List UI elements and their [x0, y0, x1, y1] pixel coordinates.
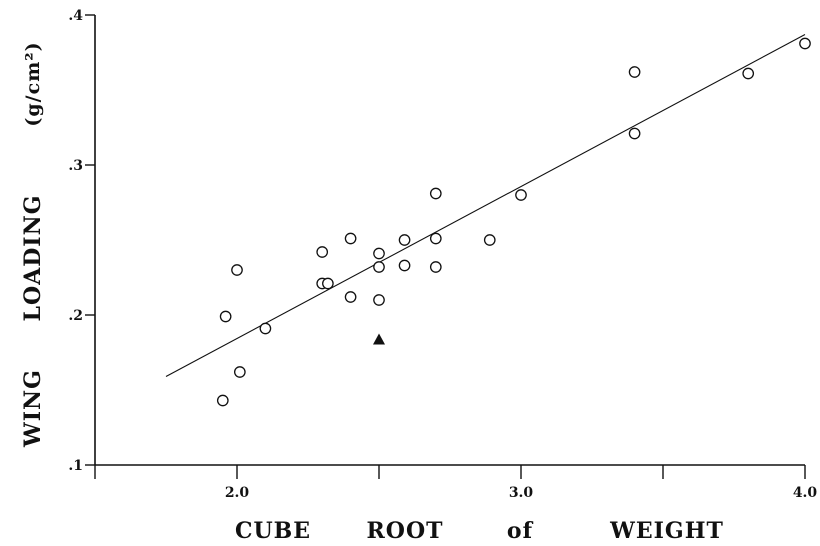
regression-line: [165, 34, 806, 377]
data-point-0-20: [628, 66, 641, 78]
data-point-triangle-0: [373, 333, 385, 345]
data-point-0-8: [344, 232, 357, 245]
data-point-0-19: [515, 189, 527, 201]
data-point-0-10: [373, 247, 385, 260]
data-point-0-18: [483, 234, 496, 246]
data-point-0-11: [373, 261, 385, 273]
data-point-0-1: [219, 310, 232, 323]
y-axis-label-word-2: (g/cm²): [22, 41, 44, 126]
data-point-0-21: [628, 127, 641, 140]
data-point-0-12: [373, 294, 385, 306]
x-axis-label-word-3: WEIGHT: [609, 518, 724, 544]
data-points-layer: [216, 37, 811, 407]
data-point-0-2: [231, 264, 243, 276]
data-point-0-13: [398, 234, 411, 246]
data-point-0-23: [799, 37, 811, 50]
y-tick-label-0: .1: [68, 458, 83, 474]
x-tick-label-1: 2.0: [225, 485, 250, 501]
y-axis-label-word-1: LOADING: [20, 195, 46, 322]
data-point-0-16: [429, 232, 442, 245]
data-point-0-15: [429, 187, 442, 200]
data-point-0-4: [259, 322, 272, 335]
x-axis-label-word-1: ROOT: [367, 518, 444, 544]
data-point-0-3: [233, 366, 246, 378]
regression-line-layer: [165, 34, 806, 377]
y-tick-label-3: .4: [68, 8, 83, 24]
axis-labels-layer: CUBE ROOT of WEIGHT WING LOADING (g/cm²): [20, 41, 724, 544]
x-axis-label-word-0: CUBE: [235, 518, 311, 544]
x-tick-label-3: 3.0: [509, 485, 534, 501]
data-point-0-7: [322, 277, 334, 290]
x-axis-label-word-2: of: [507, 518, 534, 544]
y-tick-label-2: .3: [68, 158, 83, 174]
data-point-0-17: [429, 261, 442, 273]
y-tick-label-1: .2: [68, 308, 83, 324]
x-tick-label-5: 4.0: [793, 485, 818, 501]
data-point-0-14: [398, 259, 411, 272]
data-point-0-9: [344, 291, 357, 303]
data-point-0-6: [316, 246, 329, 258]
data-point-0-0: [216, 394, 229, 407]
y-axis-label-word-0: WING: [20, 369, 46, 448]
data-point-0-22: [742, 67, 755, 80]
axes: 2.0 3.0 4.0 .1 .2 .3 .4: [68, 8, 817, 501]
